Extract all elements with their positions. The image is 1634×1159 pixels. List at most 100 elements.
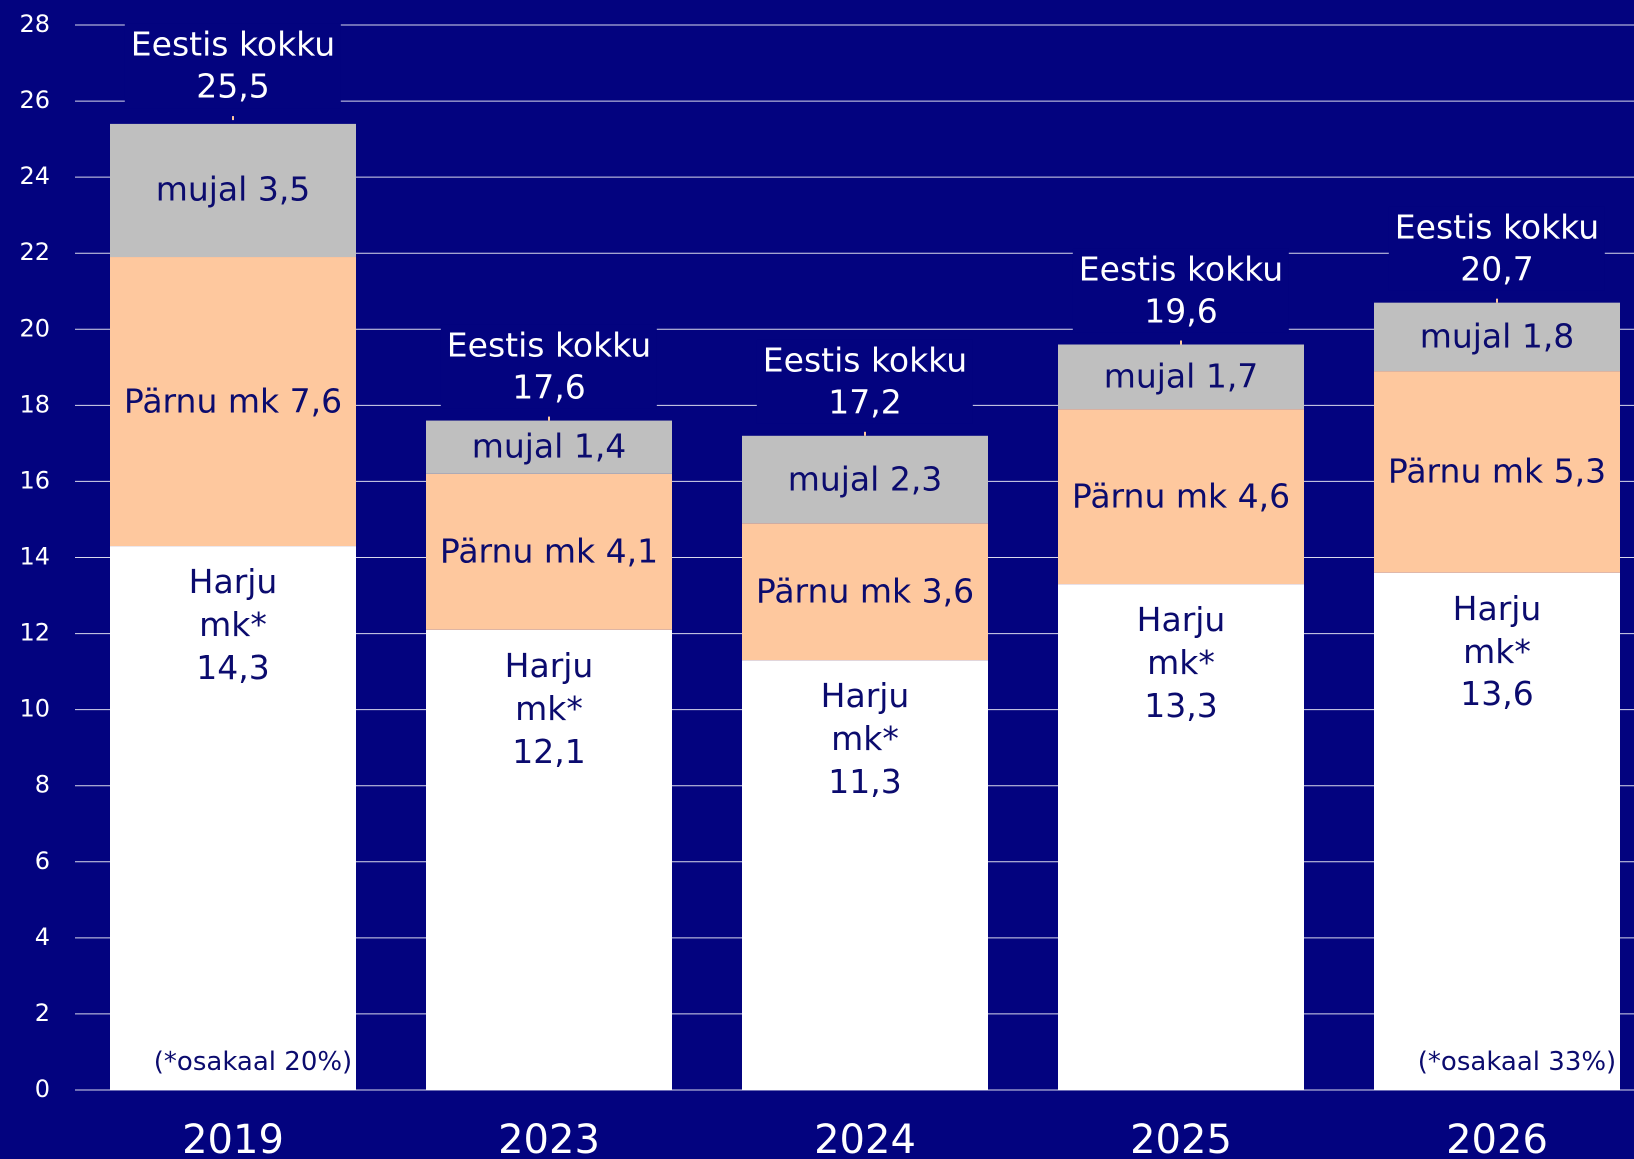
bar-segment [110, 546, 356, 1090]
label-part: Eestis kokku [130, 24, 336, 64]
y-tick-label: 0 [35, 1075, 50, 1103]
bar-segment [742, 660, 988, 1090]
bar-segment [1374, 302, 1620, 372]
bar-segment [742, 435, 988, 524]
x-tick-label: 2024 [814, 1117, 916, 1159]
y-tick-label: 16 [19, 466, 50, 494]
annotation: (*osakaal 33%) [1418, 1047, 1616, 1077]
label-part: 4,1 [605, 531, 659, 571]
label-part: 25,5 [196, 66, 270, 106]
bar-segment [1374, 572, 1620, 1090]
bar-segment [742, 523, 988, 661]
bar-segment [1058, 409, 1304, 585]
total-label: Eestis kokku 17,2 [756, 339, 974, 424]
data-label: Harju mk* 13,3 [1126, 599, 1236, 728]
y-tick-label: 2 [35, 999, 50, 1027]
label-part: 3,5 [257, 170, 311, 210]
data-label: mujal 1,4 [472, 426, 627, 469]
label-part: (*osakaal 20%) [153, 1047, 353, 1077]
bar-segment [426, 420, 672, 474]
y-tick-label: 12 [19, 619, 50, 647]
data-label: Harju mk* 12,1 [494, 645, 604, 774]
label-part: Harju mk* [1452, 588, 1542, 671]
label-part: Eestis kokku [1078, 249, 1284, 289]
data-label: mujal 2,3 [788, 458, 943, 501]
data-label: Pärnu mk 7,6 [124, 380, 342, 423]
label-part: 7,6 [289, 381, 343, 421]
label-part: 14,3 [196, 647, 270, 687]
y-tick-label: 20 [19, 314, 50, 342]
label-part: 17,2 [828, 382, 902, 422]
label-part: 12,1 [512, 731, 586, 771]
label-part: mujal [1103, 356, 1196, 396]
data-label: Pärnu mk 4,1 [440, 530, 658, 573]
y-tick-label: 10 [19, 695, 50, 723]
label-part: (*osakaal 33%) [1417, 1047, 1617, 1077]
total-label: Eestis kokku 20,7 [1388, 206, 1606, 291]
label-part: Eestis kokku [762, 340, 968, 380]
label-part: 17,6 [512, 367, 586, 407]
label-part: 13,6 [1460, 674, 1534, 714]
x-tick-label: 2019 [182, 1117, 284, 1159]
label-part: Pärnu mk [755, 571, 912, 611]
label-part: Harju mk* [188, 562, 278, 644]
bar-segment [1058, 344, 1304, 410]
label-part: 3,6 [921, 571, 975, 611]
total-label: Eestis kokku 19,6 [1072, 248, 1290, 333]
label-part: 11,3 [828, 761, 902, 801]
y-tick-label: 24 [19, 162, 50, 190]
label-part: Eestis kokku [446, 325, 652, 365]
label-part: 5,3 [1553, 451, 1607, 491]
x-tick-label: 2025 [1130, 1117, 1232, 1159]
data-label: mujal 1,7 [1104, 355, 1259, 398]
label-part: Pärnu mk [439, 531, 596, 571]
label-part: 2,3 [889, 459, 943, 499]
bar-segment [110, 257, 356, 547]
label-part: 1,7 [1205, 356, 1259, 396]
y-tick-label: 6 [35, 847, 50, 875]
label-part: 20,7 [1460, 249, 1534, 289]
y-tick-label: 28 [19, 10, 50, 38]
label-part: mujal [471, 426, 564, 466]
label-part: 13,3 [1144, 685, 1218, 725]
y-tick-label: 26 [19, 86, 50, 114]
label-part: 19,6 [1144, 291, 1218, 331]
label-part: mujal [1419, 316, 1512, 356]
bar-segment [1058, 584, 1304, 1090]
x-tick-label: 2023 [498, 1117, 600, 1159]
data-label: Harju mk* 11,3 [810, 675, 920, 804]
y-tick-label: 18 [19, 390, 50, 418]
x-tick-label: 2026 [1446, 1117, 1548, 1159]
data-label: mujal 3,5 [156, 169, 311, 212]
data-label: Pärnu mk 3,6 [756, 570, 974, 613]
y-tick-label: 4 [35, 923, 50, 951]
total-label: Eestis kokku 17,6 [440, 324, 658, 409]
data-label: mujal 1,8 [1420, 315, 1575, 358]
bar-segment [426, 629, 672, 1090]
label-part: mujal [155, 170, 248, 210]
bar-segment [110, 123, 356, 258]
bar-segment [426, 473, 672, 630]
y-tick-label: 22 [19, 238, 50, 266]
label-part: Eestis kokku [1394, 207, 1600, 247]
total-label: Eestis kokku 25,5 [124, 23, 342, 109]
label-part: Pärnu mk [1071, 476, 1228, 516]
label-part: 1,4 [573, 426, 627, 466]
y-tick-label: 14 [19, 543, 50, 571]
data-label: Pärnu mk 4,6 [1072, 475, 1290, 518]
data-label: Pärnu mk 5,3 [1388, 450, 1606, 493]
label-part: 1,8 [1521, 316, 1575, 356]
label-part: Harju mk* [504, 645, 594, 728]
y-tick-label: 8 [35, 771, 50, 799]
label-part: 4,6 [1237, 476, 1291, 516]
label-part: Harju mk* [1136, 600, 1226, 683]
data-label: Harju mk* 14,3 [178, 561, 288, 690]
label-part: Pärnu mk [123, 381, 280, 421]
label-part: Pärnu mk [1387, 451, 1544, 491]
label-part: Harju mk* [820, 676, 910, 759]
label-part: mujal [787, 459, 880, 499]
annotation: (*osakaal 20%) [154, 1047, 352, 1077]
bar-segment [1374, 371, 1620, 573]
